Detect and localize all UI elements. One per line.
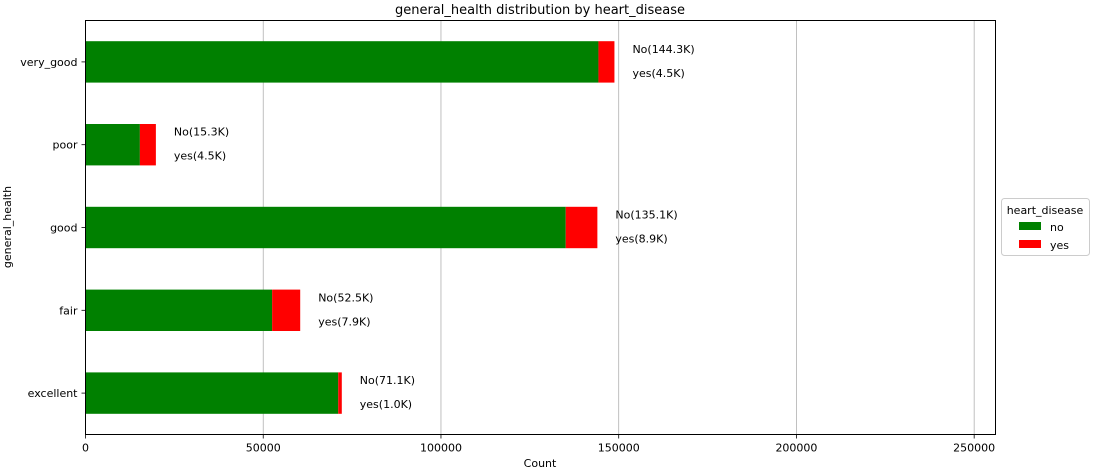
bars	[85, 41, 615, 414]
x-tick-label: 100000	[420, 442, 462, 455]
x-tick-label: 0	[82, 442, 89, 455]
annotation-no-label: No(52.5K)	[318, 291, 373, 304]
annotation-yes-label: yes(4.5K)	[174, 150, 226, 163]
annotation-no-label: No(71.1K)	[360, 374, 415, 387]
x-tick-label: 200000	[775, 442, 817, 455]
y-tick-label: fair	[59, 304, 78, 317]
bar-no-poor	[85, 124, 140, 166]
bar-yes-poor	[139, 124, 156, 166]
legend-swatch-yes	[1019, 240, 1041, 248]
legend-label-no: no	[1050, 221, 1064, 234]
annotation-yes-label: yes(7.9K)	[318, 315, 370, 328]
y-tick-label: poor	[53, 139, 78, 152]
bar-yes-good	[565, 206, 598, 249]
annotation-no-label: No(15.3K)	[174, 126, 229, 139]
chart-title: general_health distribution by heart_dis…	[395, 3, 685, 18]
y-tick-label: very_good	[20, 56, 77, 69]
legend: heart_disease no yes	[1001, 198, 1090, 256]
x-tick-label: 250000	[953, 442, 995, 455]
y-axis-label: general_health	[1, 186, 14, 268]
bar-no-fair	[85, 289, 273, 331]
bar-no-excellent	[85, 372, 339, 414]
annotation-yes-label: yes(8.9K)	[615, 233, 667, 246]
bar-yes-fair	[272, 289, 301, 331]
y-axis-ticks: excellent fair good poor very_good	[20, 56, 86, 400]
annotation-no-label: No(135.1K)	[615, 209, 677, 222]
annotation-yes-label: yes(1.0K)	[360, 398, 412, 411]
x-tick-label: 150000	[598, 442, 640, 455]
bar-no-good	[85, 206, 566, 249]
bar-yes-very_good	[598, 41, 615, 83]
x-axis-ticks: 0 50000 100000 150000 200000 250000	[82, 434, 995, 455]
legend-label-yes: yes	[1050, 239, 1069, 252]
legend-title: heart_disease	[1007, 204, 1084, 217]
y-tick-label: excellent	[28, 387, 79, 400]
x-tick-label: 50000	[246, 442, 281, 455]
bar-no-very_good	[85, 41, 599, 83]
bar-yes-excellent	[338, 372, 342, 414]
annotation-no-label: No(144.3K)	[632, 43, 694, 56]
bar-annotations: No(71.1K) yes(1.0K) No(52.5K) yes(7.9K) No(1…	[174, 43, 695, 411]
y-tick-label: good	[50, 222, 77, 235]
annotation-yes-label: yes(4.5K)	[632, 67, 684, 80]
x-axis-label: Count	[524, 457, 557, 470]
legend-swatch-no	[1019, 222, 1041, 230]
